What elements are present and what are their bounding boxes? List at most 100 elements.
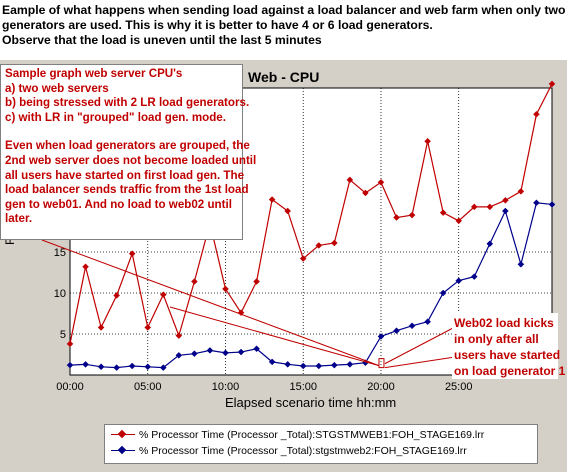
data-point	[517, 187, 525, 195]
annotation-line: in only after all	[454, 332, 539, 346]
data-point	[191, 278, 198, 285]
data-point	[222, 349, 229, 357]
data-point	[206, 347, 214, 354]
x-tick-label: 15:00	[289, 381, 317, 393]
data-point	[97, 363, 105, 371]
data-point	[159, 291, 167, 298]
data-point	[548, 201, 556, 208]
data-point	[144, 324, 152, 331]
data-point	[113, 292, 120, 299]
header-line: Observe that the load is uneven until th…	[2, 33, 322, 47]
data-point	[548, 80, 556, 88]
annotation-line: on load generator 1	[454, 364, 566, 378]
data-point	[268, 358, 276, 366]
annotation-line: 2nd web server does not become loaded un…	[5, 153, 257, 167]
annotation-arrow	[169, 306, 380, 367]
annotation-line: Even when load generators are grouped, t…	[5, 139, 250, 153]
data-point	[253, 278, 260, 285]
annotation-line: c) with LR in "grouped" load gen. mode.	[5, 110, 226, 124]
data-point	[159, 364, 167, 371]
data-point	[455, 217, 463, 225]
data-point	[439, 289, 447, 297]
data-point	[486, 240, 494, 248]
y-tick-label: 10	[54, 288, 66, 300]
data-point	[253, 345, 260, 353]
annotation-line: Sample graph web server CPU's	[5, 67, 183, 80]
data-point	[470, 203, 478, 211]
data-point	[486, 203, 494, 211]
data-point	[191, 350, 198, 358]
header-line: generators are used. This is why it is b…	[2, 18, 433, 32]
legend-swatch-red	[111, 429, 135, 440]
data-point	[284, 207, 292, 215]
series-line-1	[69, 83, 553, 344]
legend-swatch-blue	[111, 445, 135, 456]
data-point	[377, 178, 385, 186]
y-tick-label: 15	[54, 247, 66, 259]
data-point	[82, 360, 89, 368]
legend-item-series2: % Processor Time (Processor _Total):stgs…	[111, 445, 467, 457]
data-point	[268, 196, 276, 203]
data-point	[424, 137, 431, 145]
data-point	[362, 189, 369, 197]
annotation-arrow	[41, 239, 380, 367]
chart-title: Web - CPU	[248, 69, 320, 85]
annotation-line: later.	[5, 212, 33, 226]
annotation-arrow	[384, 356, 456, 369]
data-point	[408, 322, 416, 330]
data-point	[128, 362, 136, 370]
data-point	[237, 348, 245, 356]
x-tick-label: 25:00	[445, 381, 473, 393]
data-point	[66, 361, 74, 369]
data-point	[424, 318, 431, 326]
data-point	[393, 327, 400, 335]
data-point	[315, 362, 323, 370]
x-tick-label: 20:00	[367, 381, 395, 393]
data-point	[533, 110, 540, 118]
x-tick-label: 05:00	[134, 381, 162, 393]
data-point	[393, 214, 400, 221]
data-point	[408, 211, 416, 219]
data-point	[222, 285, 229, 293]
data-point	[97, 324, 105, 331]
data-point	[299, 255, 307, 262]
legend-item-series1: % Processor Time (Processor _Total):STGS…	[111, 429, 484, 441]
data-point	[346, 360, 354, 368]
y-tick-label: 5	[60, 329, 66, 341]
data-point	[455, 277, 463, 285]
data-point	[315, 242, 323, 249]
data-point	[66, 340, 74, 348]
annotation-arrow	[384, 326, 456, 365]
x-tick-label: 00:00	[56, 381, 84, 393]
annotation-box-right: Web02 load kicks in only after all users…	[452, 313, 566, 379]
data-point	[533, 199, 540, 207]
data-point	[330, 361, 338, 369]
data-point	[128, 250, 136, 257]
data-point	[517, 260, 525, 268]
data-point	[346, 176, 354, 184]
x-tick-label: 10:00	[212, 381, 240, 393]
data-point	[237, 309, 245, 317]
legend: % Processor Time (Processor _Total):STGS…	[104, 424, 538, 464]
legend-label: % Processor Time (Processor _Total):STGS…	[139, 429, 485, 441]
annotation-line: b) being stressed with 2 LR load generat…	[5, 96, 250, 110]
data-point	[439, 209, 447, 216]
data-point	[144, 363, 152, 371]
annotation-marker	[378, 358, 385, 369]
data-point	[82, 263, 89, 271]
annotation-line: load balancer sends traffic from the 1st…	[5, 183, 249, 197]
legend-label: % Processor Time (Processor _Total):stgs…	[139, 445, 467, 457]
annotation-line: Web02 load kicks	[454, 316, 554, 330]
data-point	[299, 362, 307, 370]
data-point	[502, 207, 509, 215]
data-point	[502, 196, 509, 204]
data-point	[330, 239, 338, 247]
annotation-line: users have started	[454, 348, 561, 362]
annotation-line: gen to web01. And no load to web02 until	[5, 197, 232, 211]
annotation-line: a) two web servers	[5, 81, 109, 95]
x-axis-label: Elapsed scenario time hh:mm	[225, 395, 397, 410]
annotation-box-left: Sample graph web server CPU's a) two web…	[0, 64, 257, 240]
data-point	[284, 360, 292, 368]
header-line: Eample of what happens when sending load…	[2, 3, 567, 17]
data-point	[175, 351, 183, 359]
